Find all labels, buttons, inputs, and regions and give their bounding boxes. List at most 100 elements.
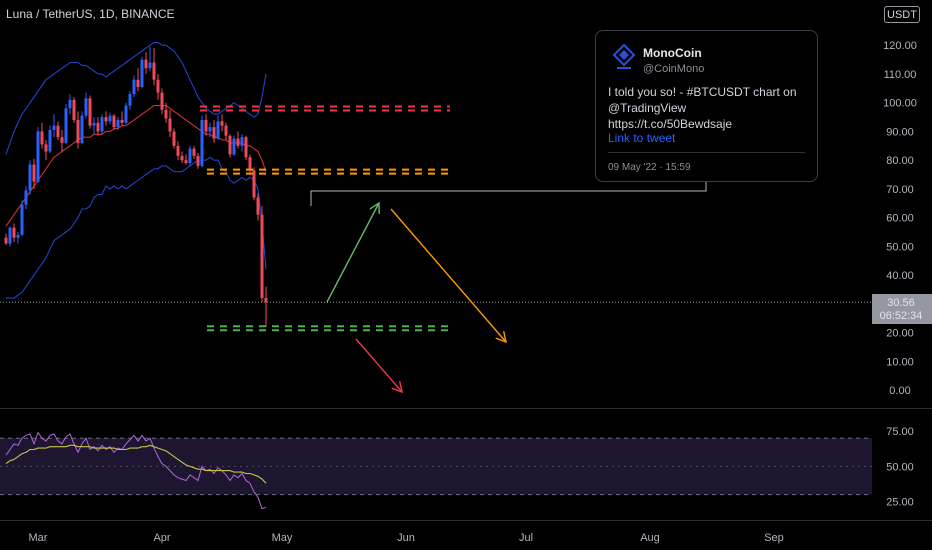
- time-tick-label: May: [272, 532, 293, 544]
- price-tick-label: 120.00: [883, 40, 917, 52]
- tweet-text: I told you so! - #BTCUSDT chart on @Trad…: [608, 85, 797, 131]
- axes: 0.0010.0020.0030.0040.0050.0060.0070.008…: [29, 40, 917, 544]
- candle-body: [220, 121, 224, 126]
- tweet-connector-line: [310, 178, 707, 206]
- rsi-pane: [0, 431, 872, 510]
- rsi-line: [5, 431, 267, 510]
- candle-body: [16, 234, 20, 238]
- candle-body: [120, 119, 124, 123]
- link-to-tweet[interactable]: Link to tweet: [608, 131, 676, 145]
- symbol-title[interactable]: Luna / TetherUS, 1D, BINANCE: [6, 7, 175, 21]
- candle-body: [44, 144, 48, 152]
- candle-body: [96, 122, 100, 132]
- red-projection-arrow: [355, 338, 403, 394]
- red-projection-arrow-shaft: [355, 338, 403, 393]
- candle-body: [200, 119, 204, 166]
- candle-body: [112, 115, 116, 128]
- candle-body: [232, 138, 236, 155]
- price-tick-label: 0.00: [889, 385, 910, 397]
- candle-body: [136, 79, 140, 87]
- grid: [0, 408, 932, 521]
- candle-body: [228, 135, 232, 155]
- candle-body: [192, 148, 196, 156]
- candle-body: [260, 214, 264, 299]
- price-tick-label: 110.00: [884, 69, 917, 81]
- rsi-ma-line: [5, 444, 267, 484]
- rsi-tick-label: 50.00: [886, 461, 914, 473]
- time-tick-label: Jul: [519, 532, 533, 544]
- candle-body: [76, 119, 80, 143]
- price-tick-label: 60.00: [886, 213, 914, 225]
- currency-badge[interactable]: USDT: [884, 6, 920, 23]
- candle-body: [128, 94, 132, 106]
- red-projection-arrow-head: [391, 381, 403, 394]
- price-tick-label: 40.00: [886, 270, 914, 282]
- candle-body: [80, 115, 84, 143]
- candle-body: [172, 131, 176, 146]
- candle-body: [84, 98, 88, 116]
- price-tick-label: 100.00: [883, 98, 917, 110]
- candle-body: [244, 137, 248, 158]
- green-projection-arrow-shaft: [326, 202, 380, 303]
- candle-body: [36, 131, 40, 182]
- last-price-tag: 30.56 06:52:34: [872, 294, 932, 324]
- tweet-author-handle: @CoinMono: [643, 63, 705, 75]
- candle-body: [164, 109, 168, 119]
- green-projection-arrow-head: [369, 201, 380, 215]
- price-tick-label: 90.00: [886, 126, 914, 138]
- candle-body: [184, 160, 188, 164]
- candle-body: [124, 105, 128, 123]
- candle-body: [32, 164, 36, 182]
- tweet-timestamp: 09 May '22 · 15:59: [608, 162, 691, 173]
- time-tick-label: Aug: [640, 532, 660, 544]
- candle-body: [236, 138, 240, 146]
- rsi-tick-label: 75.00: [886, 426, 914, 438]
- tweet-card: MonoCoin @CoinMono I told you so! - #BTC…: [595, 30, 818, 182]
- level-lines: [0, 105, 872, 332]
- candle-body: [240, 137, 244, 146]
- bollinger-lower-line: [6, 156, 267, 299]
- candle-body: [216, 121, 220, 139]
- green-projection-arrow: [326, 201, 380, 303]
- time-tick-label: Mar: [29, 532, 48, 544]
- candle-body: [4, 237, 8, 244]
- time-tick-label: Apr: [153, 532, 170, 544]
- candle-body: [264, 298, 268, 303]
- candle-body: [68, 99, 72, 109]
- candle-body: [180, 155, 184, 161]
- candle-body: [188, 148, 192, 164]
- candle-body: [52, 125, 56, 130]
- bollinger-upper-line: [5, 41, 267, 155]
- tweet-author-name: MonoCoin: [643, 46, 702, 60]
- candle-body: [104, 117, 108, 122]
- price-tick-label: 10.00: [886, 356, 914, 368]
- time-tick-label: Jun: [397, 532, 415, 544]
- candle-body: [152, 62, 156, 80]
- candle-body: [116, 119, 120, 128]
- monocoin-logo-icon: [612, 44, 636, 69]
- candlesticks: [4, 46, 268, 327]
- candle-body: [176, 145, 180, 156]
- price-tick-label: 80.00: [886, 155, 914, 167]
- candle-body: [12, 227, 16, 238]
- last-price-badge: [872, 294, 932, 324]
- candle-body: [60, 137, 64, 143]
- candle-body: [252, 170, 256, 198]
- candle-body: [168, 118, 172, 132]
- candle-body: [204, 119, 208, 132]
- orange-projection-arrow-shaft: [390, 208, 507, 343]
- candle-body: [196, 155, 200, 166]
- price-tick-label: 50.00: [886, 241, 914, 253]
- candle-body: [20, 204, 24, 235]
- candle-body: [248, 157, 252, 171]
- candle-body: [88, 98, 92, 126]
- candle-body: [160, 92, 164, 110]
- candle-body: [56, 125, 60, 138]
- candle-body: [144, 59, 148, 69]
- price-tick-label: 20.00: [886, 328, 914, 340]
- candle-body: [48, 129, 52, 152]
- tweet-divider: [608, 152, 805, 153]
- candle-body: [212, 127, 216, 139]
- candle-body: [108, 115, 112, 122]
